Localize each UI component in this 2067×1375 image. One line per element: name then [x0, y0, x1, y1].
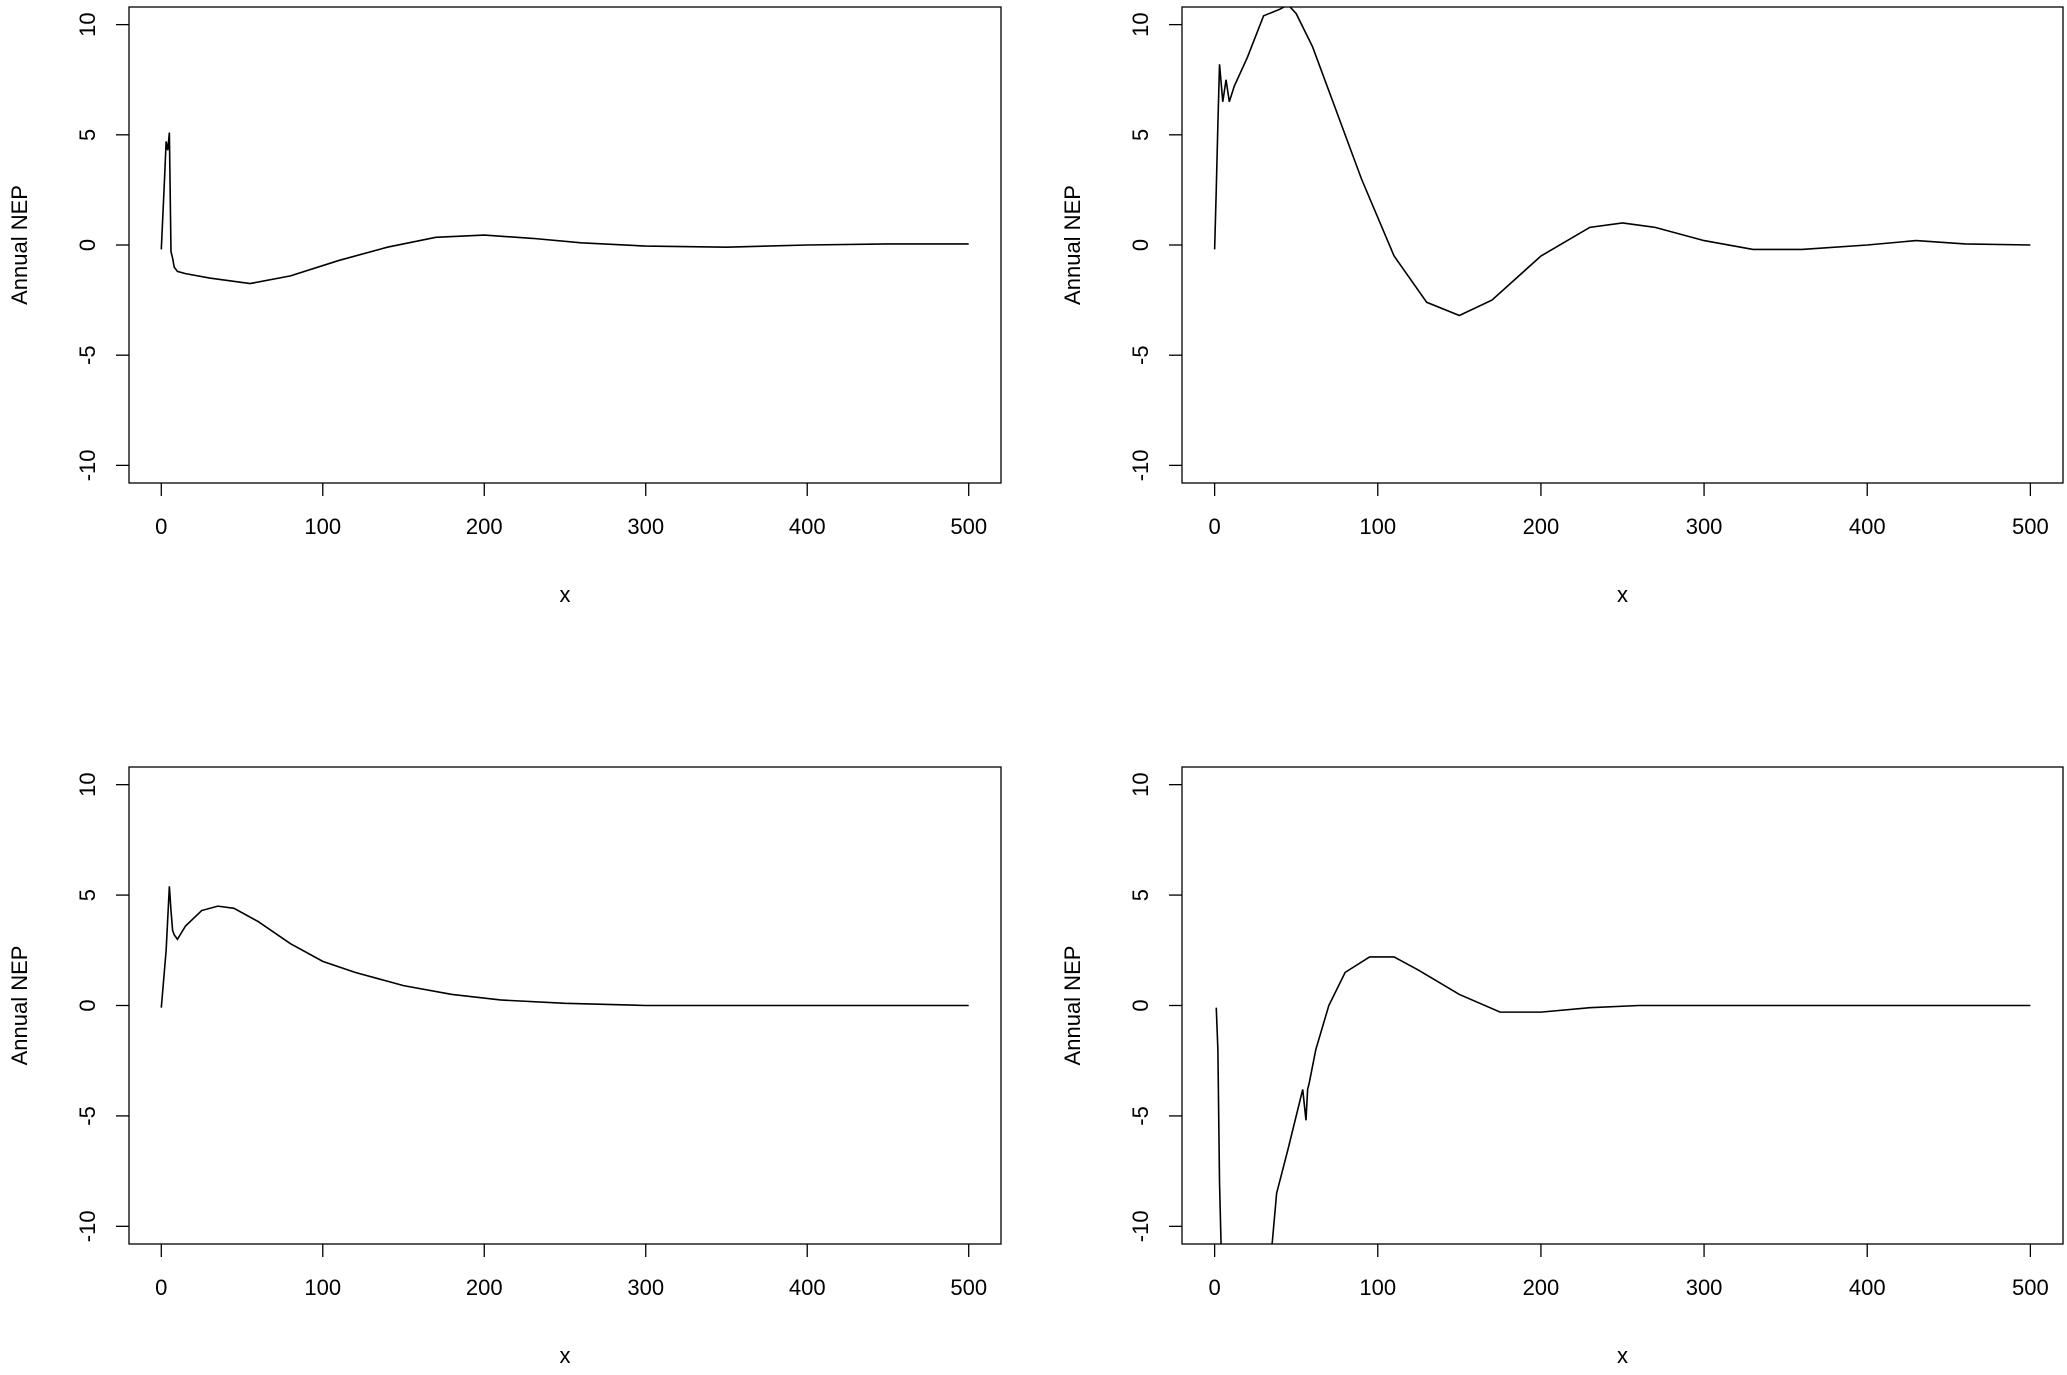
y-axis-label: Annual NEP: [7, 185, 32, 305]
x-tick-label: 400: [1849, 1275, 1886, 1300]
x-tick-label: 400: [789, 514, 826, 539]
y-tick-label: 10: [1128, 12, 1153, 36]
y-axis-label: Annual NEP: [1060, 946, 1085, 1066]
x-tick-label: 100: [1359, 1275, 1396, 1300]
data-line: [160, 886, 969, 1008]
y-tick-label: -10: [75, 449, 100, 481]
x-tick-label: 500: [950, 514, 987, 539]
y-tick-label: 5: [1128, 889, 1153, 901]
x-tick-label: 0: [155, 514, 167, 539]
y-tick-label: 10: [75, 12, 100, 36]
y-tick-label: 10: [75, 772, 100, 796]
x-axis-label: x: [560, 1343, 571, 1368]
panel: 0 100 200 300 400 500 -10 -5 0 5 10 x Annual NEP: [7, 766, 1002, 1368]
x-tick-label: 300: [627, 1275, 664, 1300]
x-tick-label: 100: [1359, 514, 1396, 539]
x-tick-label: 500: [2012, 514, 2049, 539]
y-tick-label: 5: [1128, 129, 1153, 141]
panel: 0 100 200 300 400 500 -10 -5 0 5 10 x Annual NEP: [7, 6, 1002, 607]
y-tick-label: 0: [75, 999, 100, 1011]
y-tick-label: 0: [75, 239, 100, 251]
x-tick-label: 200: [1523, 1275, 1560, 1300]
x-tick-label: 200: [466, 514, 503, 539]
y-axis-label: Annual NEP: [1060, 185, 1085, 305]
x-tick-label: 500: [950, 1275, 987, 1300]
panel: 0 100 200 300 400 500 -10 -5 0 5 10 x Annual NEP: [1060, 6, 2064, 607]
y-tick-label: 5: [75, 889, 100, 901]
plot-box: [1181, 6, 2064, 484]
x-tick-label: 300: [1686, 514, 1723, 539]
x-tick-label: 400: [789, 1275, 826, 1300]
x-tick-label: 0: [155, 1275, 167, 1300]
data-line: [1215, 956, 2031, 1244]
x-tick-label: 100: [304, 514, 341, 539]
y-tick-label: -5: [75, 345, 100, 365]
y-tick-label: 0: [1128, 239, 1153, 251]
x-axis-label: x: [1617, 1343, 1628, 1368]
x-tick-label: 0: [1209, 514, 1221, 539]
y-tick-label: 5: [75, 129, 100, 141]
y-tick-label: -10: [1128, 1210, 1153, 1242]
y-tick-label: -5: [1128, 1106, 1153, 1126]
panel: 0 100 200 300 400 500 -10 -5 0 5 10 x Annual NEP: [1060, 766, 2064, 1368]
data-line: [1213, 7, 2031, 317]
y-tick-label: -10: [75, 1210, 100, 1242]
y-axis-label: Annual NEP: [7, 946, 32, 1066]
plot-box: [128, 6, 1002, 484]
data-line: [160, 132, 969, 285]
x-tick-label: 300: [627, 514, 664, 539]
y-tick-label: -5: [75, 1106, 100, 1126]
x-axis-label: x: [560, 582, 571, 607]
x-tick-label: 200: [1523, 514, 1560, 539]
x-tick-label: 300: [1686, 1275, 1723, 1300]
x-tick-label: 400: [1849, 514, 1886, 539]
x-tick-label: 0: [1209, 1275, 1221, 1300]
y-tick-label: 10: [1128, 772, 1153, 796]
x-tick-label: 200: [466, 1275, 503, 1300]
x-tick-label: 500: [2012, 1275, 2049, 1300]
y-tick-label: 0: [1128, 999, 1153, 1011]
y-tick-label: -10: [1128, 449, 1153, 481]
x-tick-label: 100: [304, 1275, 341, 1300]
x-axis-label: x: [1617, 582, 1628, 607]
y-tick-label: -5: [1128, 345, 1153, 365]
